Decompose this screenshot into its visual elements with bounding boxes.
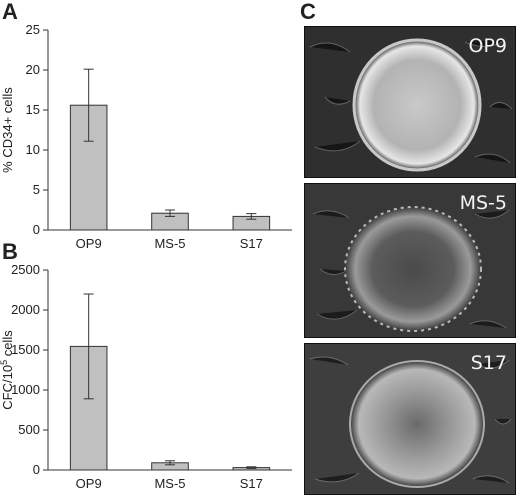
chart-b-ytick-label: 1000 <box>11 382 40 397</box>
chart-b-ytick-label: 500 <box>18 422 40 437</box>
micrograph-s17-label: S17 <box>470 352 507 374</box>
chart-a-xtick-label: S17 <box>240 236 263 251</box>
chart-a-ytick-label: 10 <box>26 142 40 157</box>
micrograph-op9-image <box>305 27 515 177</box>
micrograph-op9: OP9 <box>304 26 516 178</box>
chart-a-ytick-label: 5 <box>33 182 40 197</box>
chart-b-ytick-label: 2000 <box>11 302 40 317</box>
chart-b-ytick-label: 0 <box>33 462 40 477</box>
chart-a-xtick-label: MS-5 <box>154 236 185 251</box>
chart-cd34: 0 5 10 15 20 25 OP9 MS-5 S17 % CD34+ cells <box>0 22 292 251</box>
chart-cfc: 0 500 1000 1500 2000 2500 OP9 MS-5 S17 CFC/105 ce… <box>0 262 292 491</box>
chart-b-ytick-label: 1500 <box>11 342 40 357</box>
chart-a-ytick-label: 20 <box>26 62 40 77</box>
chart-b-xtick-label: OP9 <box>76 476 102 491</box>
chart-a-ytick-label: 0 <box>33 222 40 237</box>
micrograph-ms5-label: MS-5 <box>459 192 507 214</box>
micrograph-ms5: MS-5 <box>304 183 516 338</box>
chart-b-xtick-label: S17 <box>240 476 263 491</box>
chart-b-y-axis-label: CFC/105 cells <box>0 330 15 410</box>
micrograph-s17: S17 <box>304 343 516 495</box>
chart-a-ytick-label: 25 <box>26 22 40 37</box>
micrograph-s17-image <box>305 344 515 494</box>
chart-b-ytick-label: 2500 <box>11 262 40 277</box>
micrograph-ms5-image <box>305 184 515 337</box>
panel-c-letter: C <box>300 0 316 24</box>
chart-b-xtick-label: MS-5 <box>154 476 185 491</box>
panel-b-letter: B <box>2 239 18 264</box>
panel-a-letter: A <box>2 0 18 24</box>
chart-a-y-axis-label: % CD34+ cells <box>0 87 15 173</box>
micrograph-op9-label: OP9 <box>468 35 507 57</box>
chart-a-xtick-label: OP9 <box>76 236 102 251</box>
chart-a-ytick-label: 15 <box>26 102 40 117</box>
